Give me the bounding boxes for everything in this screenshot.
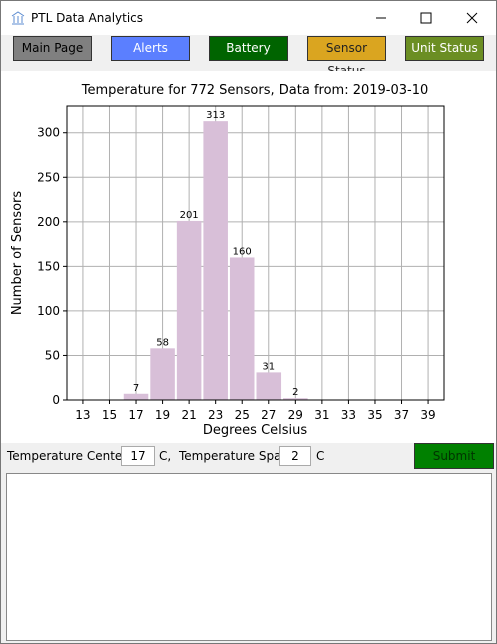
x-tick-label: 29 — [288, 408, 303, 422]
x-tick-label: 27 — [261, 408, 276, 422]
bar — [176, 220, 202, 400]
bar — [256, 372, 282, 400]
title-bar: PTL Data Analytics — [1, 1, 496, 35]
output-box[interactable] — [6, 473, 492, 641]
x-tick-label: 21 — [181, 408, 196, 422]
center-input[interactable]: 17 — [121, 446, 155, 466]
x-tick-label: 39 — [420, 408, 435, 422]
x-tick-label: 15 — [102, 408, 117, 422]
data-label: 160 — [233, 246, 252, 257]
y-tick-label: 0 — [52, 393, 60, 407]
span-unit: C — [316, 449, 325, 463]
submit-button[interactable]: Submit — [414, 443, 494, 469]
nav-button[interactable]: Unit Status — [405, 36, 484, 61]
nav-button[interactable]: Battery — [209, 36, 288, 61]
x-tick-label: 25 — [235, 408, 250, 422]
app-icon — [11, 11, 25, 25]
chart-title: Temperature for 772 Sensors, Data from: … — [81, 83, 429, 98]
x-tick-label: 35 — [367, 408, 382, 422]
x-tick-label: 13 — [75, 408, 90, 422]
bar — [203, 121, 228, 401]
y-axis-label: Number of Sensors — [10, 191, 25, 316]
bar — [283, 398, 308, 400]
bar — [150, 348, 175, 400]
y-tick-label: 150 — [37, 259, 60, 273]
data-label: 58 — [156, 337, 169, 348]
window-title: PTL Data Analytics — [31, 11, 144, 25]
bar — [229, 257, 255, 400]
nav-button[interactable]: Alerts — [111, 36, 190, 61]
x-tick-label: 31 — [314, 408, 329, 422]
close[interactable] — [466, 12, 478, 24]
x-tick-label: 23 — [208, 408, 223, 422]
span-input[interactable]: 2 — [279, 446, 311, 466]
nav-button[interactable]: Main Page — [13, 36, 92, 61]
data-label: 2 — [292, 387, 298, 398]
y-tick-label: 300 — [37, 126, 60, 140]
chart-area: Temperature for 772 Sensors, Data from: … — [1, 71, 496, 443]
y-tick-label: 50 — [45, 348, 60, 362]
x-tick-label: 33 — [341, 408, 356, 422]
plot-frame — [66, 105, 445, 401]
data-label: 31 — [262, 361, 275, 372]
y-tick-label: 100 — [37, 304, 60, 318]
maximize[interactable] — [420, 12, 432, 24]
span-label: Temperature Span — [179, 449, 290, 463]
window-controls — [376, 12, 478, 24]
x-tick-label: 37 — [394, 408, 409, 422]
y-tick-label: 250 — [37, 170, 60, 184]
center-unit: C, — [159, 449, 172, 463]
x-tick-label: 19 — [155, 408, 170, 422]
data-label: 7 — [133, 383, 139, 394]
data-label: 313 — [206, 110, 225, 121]
center-label: Temperature Center : — [7, 449, 136, 463]
data-label: 201 — [180, 210, 199, 221]
x-tick-label: 17 — [128, 408, 143, 422]
bar — [123, 393, 149, 400]
chart: Temperature for 772 Sensors, Data from: … — [10, 83, 445, 438]
y-tick-label: 200 — [37, 215, 60, 229]
nav-button[interactable]: Sensor Status — [307, 36, 386, 78]
x-axis-label: Degrees Celsius — [203, 423, 308, 438]
